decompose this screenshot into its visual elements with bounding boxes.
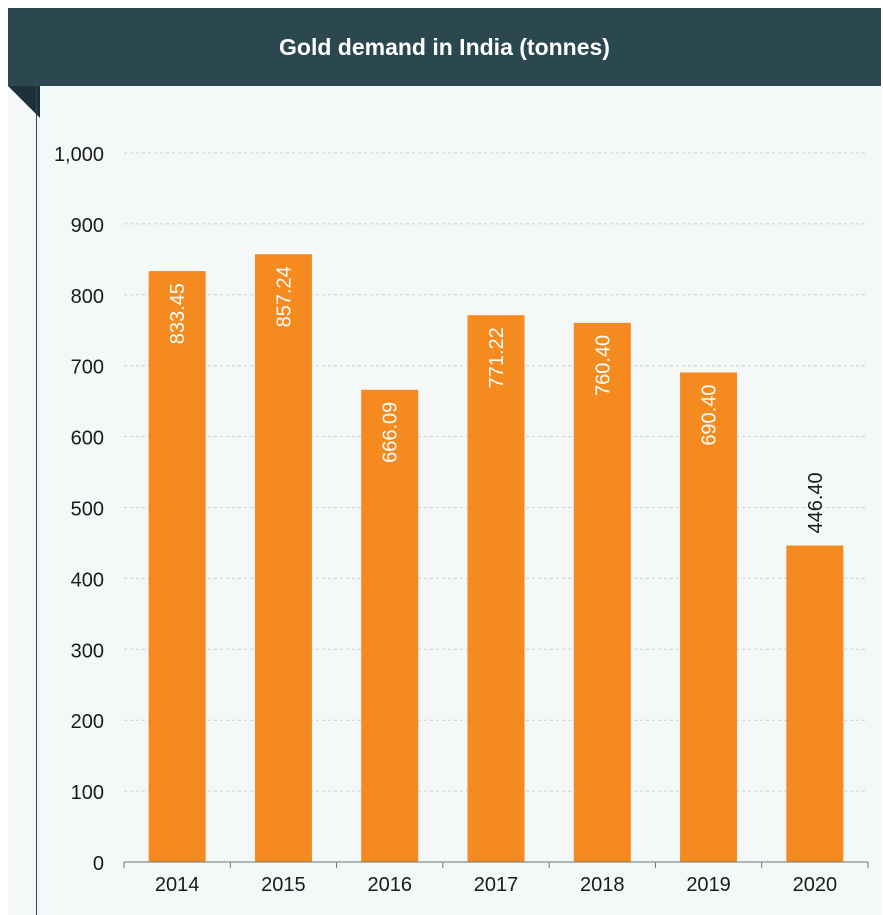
bar [148,271,206,862]
x-tick-label: 2018 [580,874,625,896]
x-tick-label: 2020 [793,874,838,896]
data-label: 690.40 [699,385,721,446]
y-tick-label: 700 [71,357,104,379]
y-axis-tick-labels: 0 100 200 300 400 500 600 700 800 900 1,000 [54,144,104,875]
bar [254,254,312,862]
data-label: 446.40 [805,472,827,533]
chart-header: Gold demand in India (tonnes) [8,8,881,86]
y-tick-label: 900 [71,215,104,237]
x-tick-label: 2015 [261,874,306,896]
data-label: 666.09 [380,402,402,463]
x-tick-label: 2014 [155,874,200,896]
bar [467,315,525,862]
bar [680,372,738,862]
x-tick-label: 2019 [686,874,731,896]
chart-title: Gold demand in India (tonnes) [279,33,610,60]
data-label: 771.22 [486,327,508,388]
bars [148,254,844,862]
data-label: 760.40 [592,335,614,396]
panel-left-border [36,86,37,915]
y-tick-label: 100 [71,782,104,804]
y-tick-label: 500 [71,499,104,521]
y-tick-label: 600 [71,428,104,450]
y-tick-label: 1,000 [54,144,104,166]
x-tick-label: 2016 [367,874,412,896]
ribbon-fold [8,86,40,118]
bar [361,389,419,862]
data-label: 833.45 [167,283,189,344]
y-tick-label: 400 [71,569,104,591]
data-labels: 833.45 857.24 666.09 771.22 760.40 690.40 446.… [167,266,827,533]
y-tick-label: 0 [93,853,104,875]
x-tick-label: 2017 [474,874,519,896]
axes [123,861,869,868]
y-tick-label: 800 [71,286,104,308]
y-tick-label: 300 [71,640,104,662]
x-axis-tick-labels: 2014 2015 2016 2017 2018 2019 2020 [155,874,837,896]
data-label: 857.24 [273,266,295,327]
bar [786,545,844,862]
bar [573,322,631,862]
y-tick-label: 200 [71,711,104,733]
